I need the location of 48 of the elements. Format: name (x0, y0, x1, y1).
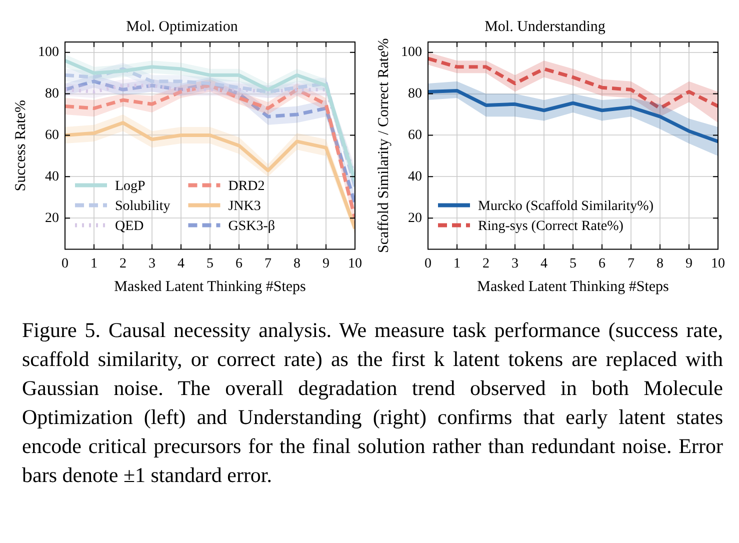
x-tick-label: 9 (686, 256, 692, 272)
chart-title: Mol. Optimization (126, 18, 238, 35)
y-tick-label: 40 (408, 169, 422, 184)
x-tick-label: 6 (236, 256, 242, 272)
x-tick-label: 8 (656, 256, 664, 272)
y-axis-title: Success Rate% (12, 100, 29, 192)
y-tick-label: 60 (408, 128, 422, 143)
chart-title: Mol. Understanding (484, 18, 606, 35)
legend-label: LogP (115, 178, 146, 194)
y-tick-label: 80 (45, 86, 59, 102)
y-tick-label: 100 (38, 45, 59, 60)
x-tick-label: 5 (570, 256, 576, 272)
legend-label: Murcko (Scaffold Similarity%) (478, 198, 654, 214)
x-tick-label: 7 (628, 256, 634, 272)
legend-label: Solubility (115, 198, 170, 214)
x-tick-label: 7 (264, 256, 272, 272)
x-axis-title: Masked Latent Thinking #Steps (114, 278, 306, 295)
legend-label: DRD2 (228, 178, 265, 194)
y-axis-title: Scaffold Similarity / Correct Rate% (376, 38, 392, 253)
x-tick-label: 9 (322, 256, 330, 272)
legend-label: JNK3 (228, 198, 261, 214)
y-tick-label: 60 (45, 128, 59, 143)
x-tick-label: 3 (512, 256, 518, 272)
x-tick-label: 1 (454, 256, 460, 272)
y-tick-label: 20 (45, 210, 59, 226)
x-tick-label: 6 (598, 256, 606, 272)
x-tick-label: 0 (424, 256, 432, 272)
y-tick-label: 80 (408, 86, 422, 102)
line-series (428, 56, 718, 110)
x-tick-label: 10 (711, 256, 725, 272)
x-tick-label: 4 (540, 256, 548, 272)
x-axis-title: Masked Latent Thinking #Steps (477, 278, 670, 295)
x-tick-label: 1 (90, 256, 98, 272)
x-tick-label: 2 (120, 256, 126, 272)
y-tick-label: 20 (408, 210, 422, 226)
x-tick-label: 8 (294, 256, 300, 272)
legend-label: QED (115, 218, 144, 234)
legend-label: Ring-sys (Correct Rate%) (478, 218, 624, 234)
x-tick-label: 3 (148, 256, 156, 272)
x-tick-label: 0 (62, 256, 68, 272)
legend-label: GSK3-β (228, 218, 276, 234)
x-tick-label: 2 (482, 256, 490, 272)
y-tick-label: 40 (45, 169, 59, 184)
x-tick-label: 5 (206, 256, 214, 272)
x-tick-label: 10 (348, 256, 362, 272)
y-tick-label: 100 (401, 45, 422, 60)
x-tick-label: 4 (178, 256, 184, 272)
caption: Figure 5. Causal necessity analysis. We measure task performance (success rate, scaffold similarity, or correct rate) as the first k latent tokens are replaced with Gaussian noise. The overall degradation trend observed in both Molecule Optimization (left) and Understanding (right) confirms that early latent states encode critical precursors for the final solution rather than redundant noise. Error bars denote ±1 standard error. (22, 317, 723, 489)
